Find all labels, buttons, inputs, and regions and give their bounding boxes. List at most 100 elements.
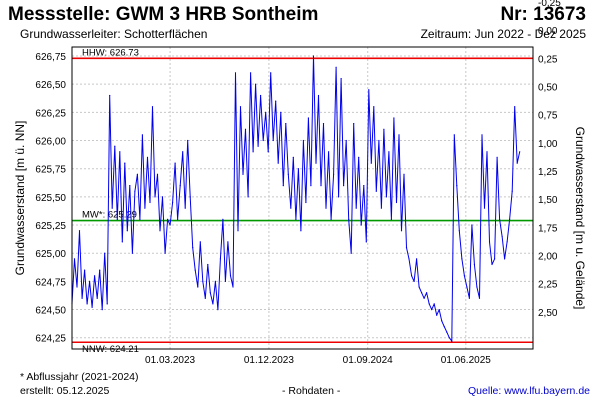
data-point	[119, 151, 121, 153]
data-point	[89, 280, 91, 282]
data-point	[486, 151, 488, 153]
y-tick-label: 624,50	[35, 306, 66, 317]
data-point	[194, 269, 196, 271]
data-point	[451, 340, 453, 342]
data-point	[73, 258, 76, 260]
data-point	[134, 190, 136, 192]
data-point	[290, 207, 292, 209]
data-point	[250, 72, 252, 74]
data-point	[270, 72, 272, 74]
data-point	[368, 89, 370, 91]
data-point	[348, 218, 350, 220]
data-point	[182, 151, 184, 153]
data-point	[385, 196, 387, 198]
data-point	[159, 230, 161, 232]
series-line	[71, 55, 521, 342]
data-point	[260, 94, 262, 97]
data-point	[300, 230, 302, 232]
data-point	[499, 218, 501, 220]
y-tick-label: 626,25	[35, 108, 66, 119]
data-point	[295, 218, 297, 220]
data-point	[169, 224, 171, 226]
data-point	[338, 196, 340, 198]
data-point	[393, 117, 395, 119]
data-point	[280, 111, 282, 113]
data-point	[363, 185, 365, 187]
station-title: Messstelle: GWM 3 HRB Sontheim	[8, 4, 319, 25]
data-point	[99, 269, 101, 271]
data-point	[81, 297, 83, 299]
data-point	[272, 139, 274, 142]
data-point	[458, 230, 460, 232]
y-tick-label: 624,25	[35, 334, 66, 345]
y-tick-label: 625,00	[35, 249, 66, 260]
data-point	[212, 303, 214, 305]
data-point	[463, 275, 465, 277]
y2-tick-label: 0,50	[538, 82, 558, 93]
data-point	[232, 286, 234, 288]
data-point	[514, 106, 516, 108]
data-point	[76, 286, 78, 288]
y2-tick-label: 2,50	[538, 308, 558, 319]
y2-tick-label: 1,25	[538, 167, 558, 178]
data-point	[267, 151, 269, 153]
created-date: erstellt: 05.12.2025	[20, 385, 110, 397]
data-point	[322, 123, 325, 125]
data-point	[114, 145, 116, 147]
aquifer-label: Grundwasserleiter: Schotterflächen	[20, 27, 208, 41]
data-point	[411, 275, 413, 277]
data-point	[244, 128, 247, 130]
data-point	[297, 168, 299, 170]
data-point	[456, 185, 458, 187]
data-point	[443, 325, 445, 328]
data-point	[315, 162, 317, 164]
data-point	[255, 83, 257, 85]
data-point	[375, 190, 377, 192]
data-point	[265, 111, 267, 113]
data-point	[390, 218, 392, 220]
data-point	[237, 230, 239, 232]
source-link[interactable]: Quelle: www.lfu.bayern.de	[468, 385, 590, 397]
data-point	[161, 196, 164, 198]
data-point	[156, 173, 159, 175]
data-point	[340, 78, 342, 80]
data-point	[252, 151, 254, 153]
data-point	[247, 196, 249, 198]
series-layer	[71, 55, 521, 342]
y-tick-label: 626,00	[35, 137, 66, 148]
y2-tick-label: 2,00	[538, 251, 558, 262]
data-point	[360, 224, 362, 226]
data-point	[448, 337, 450, 339]
data-point	[154, 196, 156, 198]
data-point	[131, 252, 133, 254]
data-point	[94, 275, 96, 277]
data-point	[139, 218, 141, 220]
data-point	[320, 185, 322, 187]
data-point	[398, 134, 400, 136]
x-tick-label: 01.12.2023	[244, 355, 294, 366]
data-point	[91, 306, 93, 308]
data-point	[378, 139, 380, 142]
data-point	[282, 185, 284, 187]
y2-tick-label: 0,25	[538, 54, 558, 65]
data-point	[494, 258, 496, 260]
y2-tick-label: 0,00	[538, 26, 558, 37]
data-point	[234, 72, 237, 74]
data-point	[453, 134, 455, 136]
data-point	[491, 263, 493, 266]
y2-tick-label: 2,25	[538, 280, 558, 291]
data-point	[202, 280, 204, 282]
data-point	[416, 258, 418, 260]
reference-label-max: HHW: 626.73	[82, 47, 139, 58]
data-point	[428, 303, 430, 305]
data-point	[222, 218, 224, 220]
data-point	[167, 218, 169, 220]
data-point	[413, 280, 415, 282]
data-point	[207, 263, 209, 266]
data-point	[405, 247, 408, 249]
data-point	[242, 173, 244, 175]
rawdata-note: - Rohdaten -	[282, 385, 341, 397]
data-point	[78, 230, 81, 232]
data-point	[129, 185, 131, 187]
